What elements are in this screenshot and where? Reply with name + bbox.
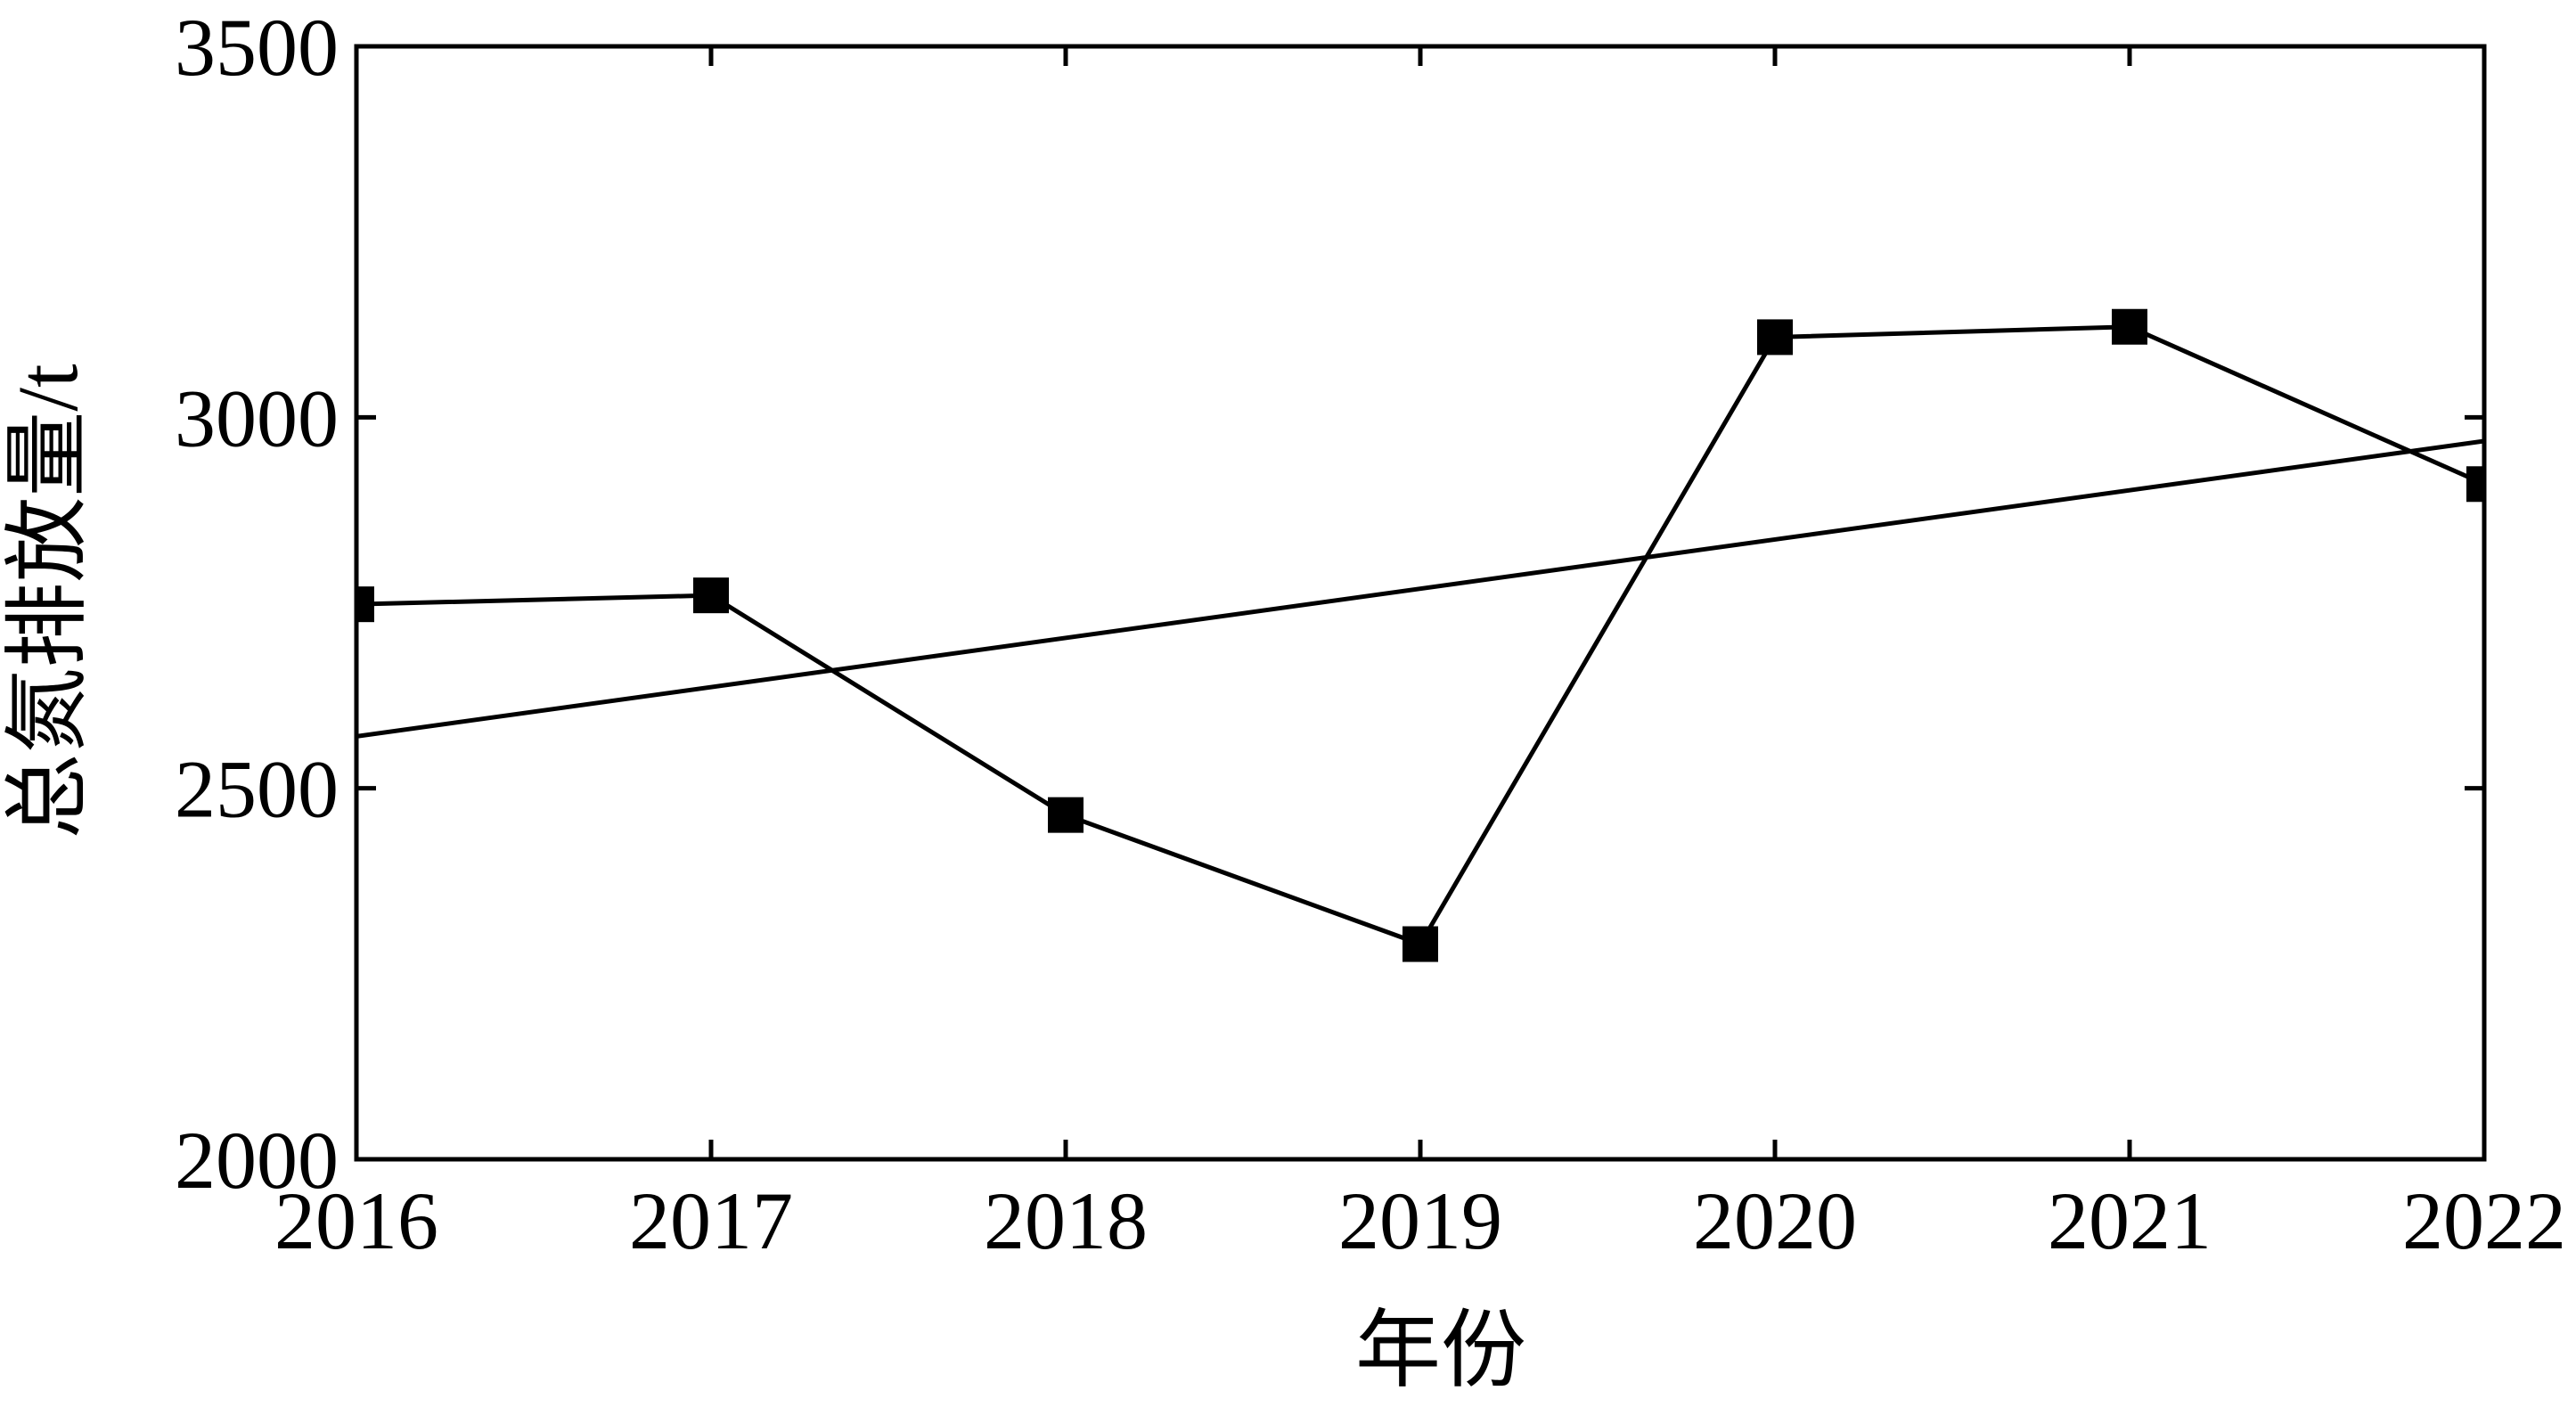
data-point-marker [1402, 926, 1438, 962]
x-axis-title: 年份 [1355, 1303, 1526, 1398]
data-point-marker [2112, 308, 2147, 345]
x-tick-label: 2021 [2048, 1175, 2212, 1266]
y-axis-title: 总氮排放量/t [0, 364, 95, 839]
y-tick-label: 2000 [175, 1115, 339, 1206]
data-point-marker [2466, 466, 2484, 503]
data-point-marker [1757, 319, 1793, 356]
plot-frame [354, 44, 2487, 1162]
x-tick-label: 2016 [274, 1175, 438, 1266]
x-tick-label: 2018 [984, 1175, 1148, 1266]
y-tick-label: 2500 [175, 744, 339, 835]
y-tick-label: 3000 [175, 372, 339, 463]
x-tick-label: 2022 [2402, 1175, 2566, 1266]
plot-area [354, 44, 2487, 1162]
data-point-marker [693, 577, 729, 614]
axis-ticks: 2016 2017 2018 2019 2020 2021 2022 2000 2500 3000… [175, 2, 2566, 1266]
trend-line [356, 438, 2484, 739]
data-point-marker [356, 586, 374, 623]
series-layer [356, 308, 2484, 962]
series-clip-group [356, 308, 2484, 962]
series-line [356, 324, 2484, 947]
x-tick-label: 2019 [1338, 1175, 1502, 1266]
y-tick-label: 3500 [175, 2, 339, 93]
x-tick-label: 2017 [629, 1175, 793, 1266]
data-point-marker [1048, 797, 1084, 833]
x-tick-label: 2020 [1693, 1175, 1857, 1266]
